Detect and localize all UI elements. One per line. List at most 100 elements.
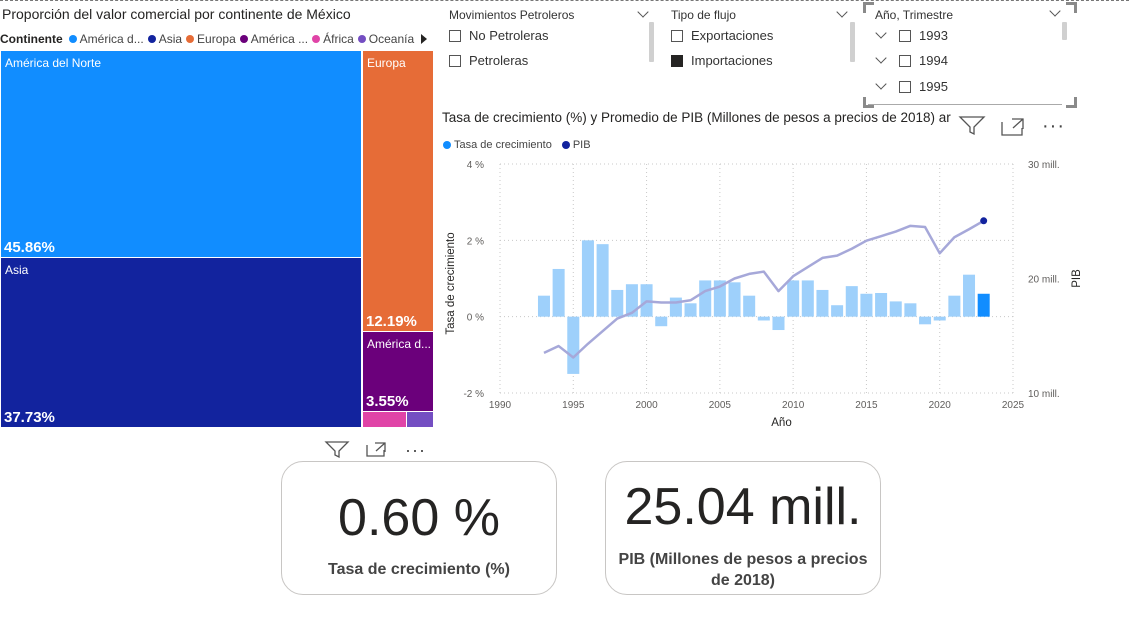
legend-item-pib[interactable]: PIB xyxy=(561,139,591,151)
slicer-anio-title: Año, Trimestre xyxy=(875,8,954,22)
x-tick-label: 2005 xyxy=(709,400,732,411)
bar-2014[interactable] xyxy=(845,286,858,317)
tile-america-del-sur[interactable]: América d... 3.55% xyxy=(362,331,434,412)
legend-item-america-sur[interactable]: América ... xyxy=(239,32,308,46)
tile-america-del-norte[interactable]: América del Norte 45.86% xyxy=(0,50,362,258)
y-tick-label: 4 % xyxy=(467,160,484,171)
option-importaciones[interactable]: Importaciones xyxy=(671,53,773,68)
legend-item-asia[interactable]: Asia xyxy=(147,32,182,46)
tile-name: Europa xyxy=(367,56,406,70)
option-1993[interactable]: 1993 xyxy=(875,26,948,43)
checkbox[interactable] xyxy=(671,29,683,42)
scrollbar[interactable] xyxy=(649,22,654,62)
checkbox[interactable] xyxy=(449,29,461,42)
legend-dot xyxy=(443,141,451,149)
bar-2020[interactable] xyxy=(933,316,946,321)
bar-2012[interactable] xyxy=(816,289,829,317)
bar-2009[interactable] xyxy=(772,316,785,331)
bar-1996[interactable] xyxy=(581,240,594,317)
option-label: Petroleras xyxy=(469,53,529,68)
chevron-down-icon[interactable] xyxy=(836,6,848,18)
checkbox[interactable] xyxy=(899,29,911,42)
selection-corner xyxy=(1066,2,1077,13)
legend-item-oceania[interactable]: Oceanía xyxy=(357,32,414,46)
tile-europa[interactable]: Europa 12.19% xyxy=(362,50,434,332)
legend-dot xyxy=(68,35,77,43)
legend-item-america-norte[interactable]: América d... xyxy=(68,32,144,46)
bar-2004[interactable] xyxy=(699,280,712,317)
scrollbar[interactable] xyxy=(850,22,855,62)
combo-chart: -2 % 0 % 2 % 4 % 10 mill. 20 mill. 30 mill. 199… xyxy=(445,160,1083,429)
option-1995[interactable]: 1995 xyxy=(875,77,948,94)
legend-dot xyxy=(186,35,195,43)
bar-1998[interactable] xyxy=(611,289,624,317)
bar-2023[interactable] xyxy=(977,293,990,317)
bar-1994[interactable] xyxy=(552,268,565,317)
option-petroleras[interactable]: Petroleras xyxy=(449,53,528,68)
bar-2016[interactable] xyxy=(875,293,888,317)
option-no-petroleras[interactable]: No Petroleras xyxy=(449,28,548,43)
bar-2022[interactable] xyxy=(963,274,976,317)
focus-mode-icon[interactable] xyxy=(1000,117,1026,137)
more-options-icon[interactable]: ··· xyxy=(405,440,426,460)
filter-icon[interactable] xyxy=(958,114,986,136)
bar-2002[interactable] xyxy=(669,297,682,317)
treemap-legend: Continente América d... Asia Europa Amér… xyxy=(0,31,428,47)
filter-icon[interactable] xyxy=(324,440,350,458)
bar-2018[interactable] xyxy=(904,303,917,317)
expand-chevron-icon[interactable] xyxy=(875,51,887,64)
tile-name: América d... xyxy=(367,337,432,351)
legend-next-arrow-icon[interactable] xyxy=(420,34,428,44)
bar-2021[interactable] xyxy=(948,295,961,317)
option-exportaciones[interactable]: Exportaciones xyxy=(671,28,773,43)
card-tasa-crecimiento[interactable]: 0.60 % Tasa de crecimiento (%) xyxy=(281,461,557,595)
card-pib[interactable]: 25.04 mill. PIB (Millones de pesos a pre… xyxy=(605,461,881,595)
checkbox[interactable] xyxy=(899,54,911,67)
checkbox[interactable] xyxy=(449,54,461,67)
bar-1997[interactable] xyxy=(596,244,609,317)
bar-2006[interactable] xyxy=(728,282,741,317)
bar-1993[interactable] xyxy=(537,295,550,317)
pib-line[interactable] xyxy=(543,219,985,359)
slicer-petroleros-title: Movimientos Petroleros xyxy=(449,8,575,22)
bar-2010[interactable] xyxy=(787,280,800,317)
tile-oceania[interactable] xyxy=(406,411,434,428)
bar-2001[interactable] xyxy=(655,316,668,327)
expand-chevron-icon[interactable] xyxy=(875,77,887,90)
bar-2005[interactable] xyxy=(713,280,726,317)
bar-2017[interactable] xyxy=(889,301,902,317)
bar-2008[interactable] xyxy=(757,316,770,321)
tile-africa[interactable] xyxy=(362,411,407,428)
bar-2007[interactable] xyxy=(743,295,756,317)
legend-item-africa[interactable]: África xyxy=(312,32,354,46)
scrollbar[interactable] xyxy=(1062,22,1067,40)
bar-1999[interactable] xyxy=(625,284,638,317)
option-label: 1993 xyxy=(919,28,948,43)
bar-2011[interactable] xyxy=(801,280,814,317)
option-1994[interactable]: 1994 xyxy=(875,51,948,68)
focus-mode-icon[interactable] xyxy=(365,441,387,458)
tile-name: Asia xyxy=(5,263,29,277)
tile-name: América del Norte xyxy=(5,56,102,70)
expand-chevron-icon[interactable] xyxy=(875,26,887,39)
bar-2015[interactable] xyxy=(860,293,873,317)
checkbox[interactable] xyxy=(899,80,911,93)
tile-asia[interactable]: Asia 37.73% xyxy=(0,257,362,428)
checkbox-checked[interactable] xyxy=(671,54,683,67)
more-options-icon[interactable]: ··· xyxy=(1042,115,1065,137)
legend-item-europa[interactable]: Europa xyxy=(186,32,236,46)
bar-2003[interactable] xyxy=(684,303,697,317)
treemap-title: Proporción del valor comercial por conti… xyxy=(2,6,351,22)
selection-corner xyxy=(1066,97,1077,108)
bar-1995[interactable] xyxy=(567,316,580,374)
legend-item-tasa[interactable]: Tasa de crecimiento xyxy=(443,139,552,151)
y2-tick-label: 20 mill. xyxy=(1028,275,1060,286)
slicer-flujo-title: Tipo de flujo xyxy=(671,8,736,22)
x-tick-label: 2000 xyxy=(635,400,658,411)
chevron-down-icon[interactable] xyxy=(637,6,649,18)
bar-2013[interactable] xyxy=(831,305,844,317)
x-axis-title: Año xyxy=(771,417,791,429)
chevron-down-icon[interactable] xyxy=(1049,5,1061,17)
bar-2019[interactable] xyxy=(919,316,932,325)
pib-last-point[interactable] xyxy=(980,217,988,225)
